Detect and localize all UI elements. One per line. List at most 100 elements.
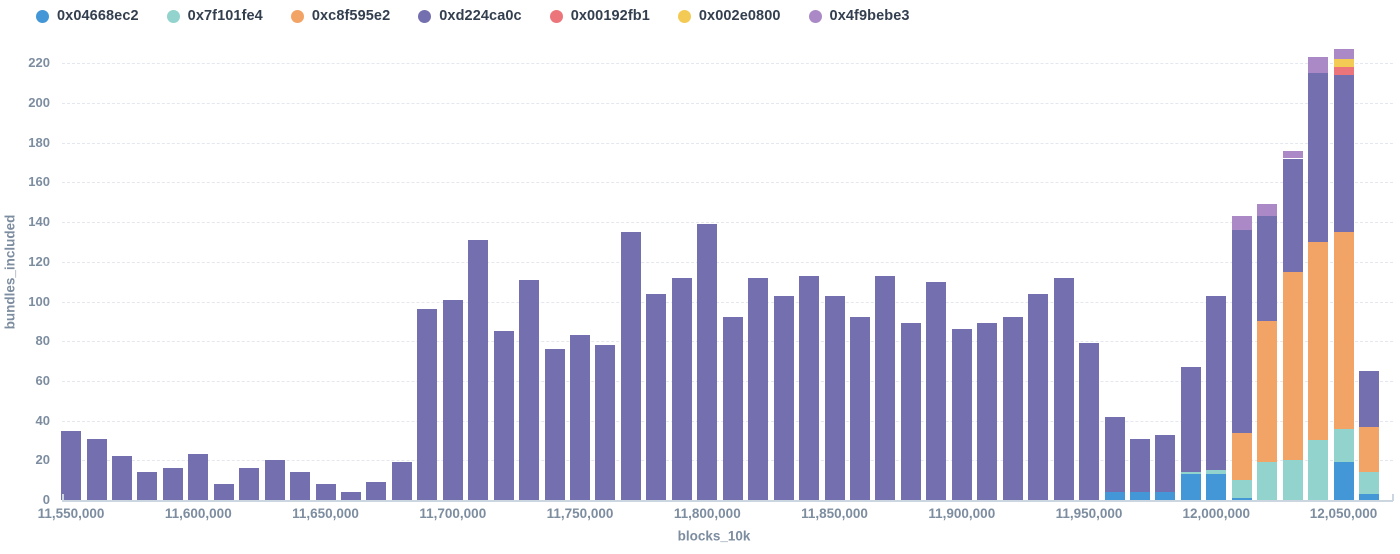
- bar-segment-0xd224ca0c[interactable]: [493, 331, 514, 500]
- bar-segment-0xd224ca0c[interactable]: [86, 438, 107, 500]
- bar-segment-0xc8f595e2[interactable]: [1359, 426, 1379, 473]
- bar-segment-0xd224ca0c[interactable]: [900, 323, 921, 500]
- bar-segment-0xc8f595e2[interactable]: [1308, 241, 1328, 441]
- bar-segment-0xd224ca0c[interactable]: [620, 232, 641, 500]
- bar-segment-0x7f101fe4[interactable]: [1333, 428, 1354, 463]
- bar-segment-0xd224ca0c[interactable]: [1155, 434, 1176, 493]
- bar-segment-0xd224ca0c[interactable]: [1282, 158, 1303, 272]
- bar-segment-0xd224ca0c[interactable]: [875, 275, 896, 500]
- bar-segment-0xd224ca0c[interactable]: [417, 309, 438, 500]
- bar-segment-0x04668ec2[interactable]: [1155, 492, 1176, 500]
- bar-segment-0xc8f595e2[interactable]: [1282, 271, 1303, 461]
- gridline-y-140: [62, 222, 1393, 224]
- bar-segment-0x7f101fe4[interactable]: [1231, 480, 1252, 498]
- bar-segment-0xd224ca0c[interactable]: [162, 468, 183, 500]
- bar-segment-0xd224ca0c[interactable]: [824, 295, 845, 500]
- bar-segment-0xd224ca0c[interactable]: [646, 293, 667, 500]
- legend-item-0x00192fb1[interactable]: 0x00192fb1: [549, 8, 650, 24]
- bar-segment-0x04668ec2[interactable]: [1231, 498, 1252, 500]
- bar-segment-0xd224ca0c[interactable]: [366, 482, 387, 500]
- bar-segment-0xd224ca0c[interactable]: [1129, 438, 1150, 493]
- bar-segment-0x04668ec2[interactable]: [1129, 492, 1150, 500]
- bar-segment-0xd224ca0c[interactable]: [977, 323, 998, 500]
- bar-segment-0x7f101fe4[interactable]: [1257, 462, 1278, 500]
- bar-segment-0xd224ca0c[interactable]: [748, 277, 769, 500]
- bar-segment-0xd224ca0c[interactable]: [1180, 367, 1201, 473]
- bar-segment-0x04668ec2[interactable]: [1333, 462, 1354, 500]
- bar-segment-0xd224ca0c[interactable]: [213, 484, 234, 500]
- bar-segment-0x4f9bebe3[interactable]: [1308, 57, 1328, 74]
- bar-segment-0x04668ec2[interactable]: [1206, 474, 1227, 500]
- bar-segment-0xd224ca0c[interactable]: [799, 275, 819, 500]
- legend-item-0x04668ec2[interactable]: 0x04668ec2: [36, 8, 139, 24]
- bar-segment-0xd224ca0c[interactable]: [697, 224, 718, 500]
- y-tick-label: 200: [28, 95, 50, 110]
- bar-segment-0x04668ec2[interactable]: [1180, 474, 1201, 500]
- legend-item-0xd224ca0c[interactable]: 0xd224ca0c: [418, 8, 522, 24]
- bar-segment-0xd224ca0c[interactable]: [111, 456, 132, 500]
- y-tick-label: 100: [28, 293, 50, 309]
- bar-segment-0xc8f595e2[interactable]: [1257, 321, 1278, 463]
- bar-segment-0xd224ca0c[interactable]: [442, 299, 463, 500]
- bar-segment-0x7f101fe4[interactable]: [1308, 440, 1328, 500]
- bar-segment-0xd224ca0c[interactable]: [926, 281, 947, 500]
- legend-item-0xc8f595e2[interactable]: 0xc8f595e2: [290, 8, 391, 24]
- bar-segment-0xd224ca0c[interactable]: [315, 484, 336, 500]
- bar-segment-0xd224ca0c[interactable]: [1257, 216, 1278, 322]
- bar-segment-0xd224ca0c[interactable]: [1308, 73, 1328, 242]
- bar-segment-0xd224ca0c[interactable]: [391, 462, 412, 500]
- bar-segment-0xd224ca0c[interactable]: [951, 329, 972, 500]
- legend-color-dot: [549, 9, 563, 23]
- bar-segment-0x00192fb1[interactable]: [1333, 67, 1354, 76]
- bar-segment-0xd224ca0c[interactable]: [188, 454, 209, 500]
- bar-segment-0xd224ca0c[interactable]: [671, 277, 692, 500]
- bar-segment-0xd224ca0c[interactable]: [849, 317, 870, 500]
- x-axis-title: blocks_10k: [677, 528, 751, 544]
- bar-segment-0xd224ca0c[interactable]: [290, 472, 310, 500]
- bar-segment-0xd224ca0c[interactable]: [595, 345, 616, 500]
- bar-segment-0xd224ca0c[interactable]: [722, 317, 743, 500]
- bar-segment-0xc8f595e2[interactable]: [1333, 232, 1354, 429]
- bar-segment-0xd224ca0c[interactable]: [570, 335, 590, 500]
- bar-segment-0xd224ca0c[interactable]: [340, 492, 361, 500]
- bar-segment-0x7f101fe4[interactable]: [1359, 472, 1379, 494]
- gridline-y-180: [62, 142, 1393, 144]
- bar-segment-0xd224ca0c[interactable]: [544, 349, 565, 500]
- bar-segment-0x002e0800[interactable]: [1333, 59, 1354, 68]
- bar-segment-0x04668ec2[interactable]: [1359, 494, 1379, 500]
- x-tick-label: 11,900,000: [928, 506, 996, 521]
- bar-segment-0x4f9bebe3[interactable]: [1282, 150, 1303, 159]
- bar-segment-0xd224ca0c[interactable]: [1104, 416, 1125, 492]
- legend-color-dot: [36, 9, 49, 23]
- bar-segment-0xd224ca0c[interactable]: [1359, 371, 1379, 427]
- x-axis-left-cap: [62, 494, 64, 501]
- bar-segment-0xd224ca0c[interactable]: [1053, 277, 1074, 500]
- x-axis-line: [62, 500, 1393, 502]
- bar-segment-0x04668ec2[interactable]: [1104, 492, 1125, 500]
- bar-segment-0xd224ca0c[interactable]: [1333, 75, 1354, 232]
- bar-segment-0x4f9bebe3[interactable]: [1257, 204, 1278, 217]
- bar-segment-0x4f9bebe3[interactable]: [1231, 216, 1252, 230]
- legend-item-0x7f101fe4[interactable]: 0x7f101fe4: [166, 8, 263, 24]
- bar-segment-0xd224ca0c[interactable]: [1079, 343, 1099, 500]
- x-tick-label: 11,650,000: [292, 506, 359, 521]
- bar-segment-0x4f9bebe3[interactable]: [1333, 49, 1354, 60]
- legend-item-0x002e0800[interactable]: 0x002e0800: [677, 8, 781, 24]
- bar-segment-0xd224ca0c[interactable]: [137, 472, 158, 500]
- legend-label: 0xc8f595e2: [311, 8, 391, 24]
- bar-segment-0x7f101fe4[interactable]: [1180, 472, 1201, 475]
- bar-segment-0xd224ca0c[interactable]: [61, 430, 81, 500]
- bar-segment-0xd224ca0c[interactable]: [1231, 230, 1252, 433]
- bar-segment-0x7f101fe4[interactable]: [1206, 470, 1227, 475]
- bar-segment-0xc8f595e2[interactable]: [1231, 432, 1252, 481]
- bar-segment-0xd224ca0c[interactable]: [773, 295, 794, 500]
- bar-segment-0x7f101fe4[interactable]: [1282, 460, 1303, 500]
- legend-item-0x4f9bebe3[interactable]: 0x4f9bebe3: [808, 8, 910, 24]
- bar-segment-0xd224ca0c[interactable]: [519, 279, 540, 500]
- bar-segment-0xd224ca0c[interactable]: [264, 460, 285, 500]
- bar-segment-0xd224ca0c[interactable]: [1002, 317, 1023, 500]
- bar-segment-0xd224ca0c[interactable]: [239, 468, 260, 500]
- bar-segment-0xd224ca0c[interactable]: [1206, 295, 1227, 471]
- bar-segment-0xd224ca0c[interactable]: [468, 240, 489, 500]
- bar-segment-0xd224ca0c[interactable]: [1028, 293, 1049, 500]
